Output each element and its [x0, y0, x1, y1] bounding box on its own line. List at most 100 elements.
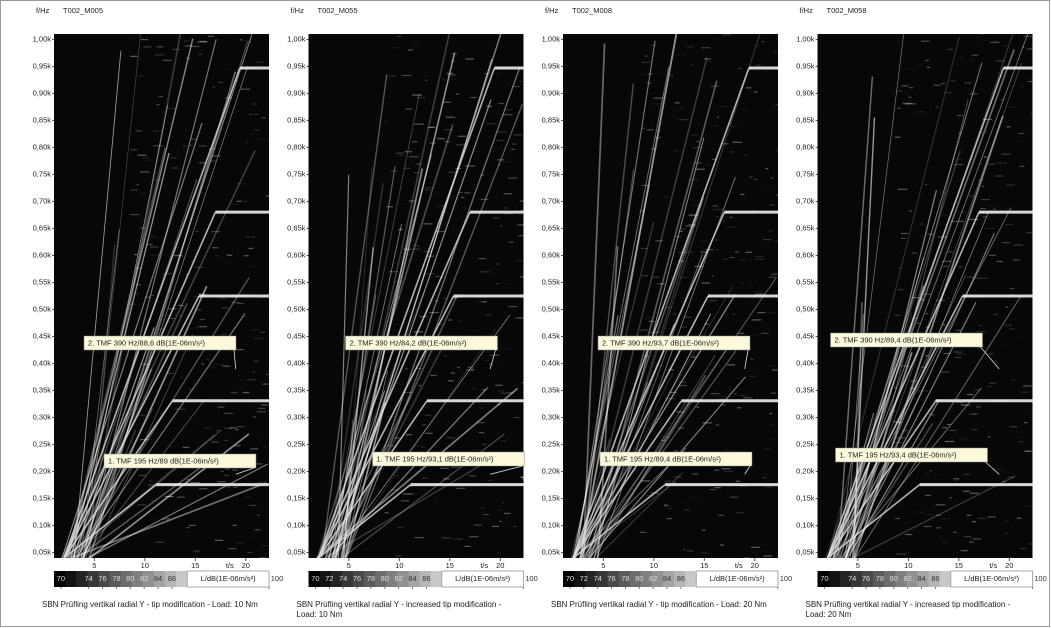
- noise: [954, 164, 964, 165]
- noise: [437, 206, 446, 207]
- noise: [516, 260, 523, 261]
- noise: [972, 521, 976, 522]
- noise: [391, 489, 399, 490]
- noise: [925, 514, 933, 515]
- noise: [260, 332, 265, 333]
- noise: [227, 255, 233, 256]
- noise: [1006, 307, 1009, 308]
- noise: [692, 497, 699, 498]
- noise: [414, 172, 419, 173]
- panel-title: T002_M005: [63, 6, 103, 15]
- colorbar-tick-label: 86: [677, 574, 685, 583]
- colorbar-tick-label: 70: [57, 574, 65, 583]
- noise: [451, 60, 455, 61]
- y-tick-label: 0,15k: [287, 494, 306, 503]
- noise: [448, 380, 454, 381]
- noise: [649, 321, 654, 322]
- noise: [659, 415, 663, 416]
- noise: [748, 302, 754, 303]
- noise: [409, 200, 415, 201]
- noise: [486, 314, 493, 315]
- noise: [1006, 184, 1014, 185]
- noise: [446, 117, 455, 118]
- noise: [513, 526, 518, 527]
- noise: [497, 404, 501, 405]
- noise: [956, 221, 965, 222]
- noise: [447, 437, 456, 438]
- noise: [941, 83, 945, 84]
- noise: [496, 510, 500, 511]
- noise: [1020, 548, 1026, 549]
- noise: [419, 316, 427, 317]
- noise: [422, 424, 426, 425]
- noise: [729, 151, 734, 152]
- noise: [479, 407, 484, 408]
- noise: [769, 230, 773, 231]
- noise: [405, 151, 412, 152]
- noise: [457, 321, 461, 322]
- figure: f/HzT002_M0051,00k0,95k0,90k0,85k0,80k0,…: [0, 0, 1051, 628]
- noise: [425, 273, 434, 274]
- colorbar-tick-label: 100: [271, 574, 284, 583]
- noise: [449, 554, 457, 555]
- noise: [972, 223, 977, 224]
- noise: [241, 89, 250, 90]
- noise: [145, 297, 151, 298]
- noise: [718, 515, 724, 516]
- y-tick-label: 0,55k: [796, 277, 815, 286]
- noise: [186, 527, 189, 528]
- noise: [193, 296, 198, 297]
- noise: [723, 471, 733, 472]
- noise: [694, 266, 703, 267]
- y-axis-label: f/Hz: [291, 6, 305, 15]
- noise: [687, 550, 694, 551]
- noise: [246, 142, 248, 143]
- noise: [901, 238, 906, 239]
- noise: [729, 124, 732, 125]
- noise: [486, 123, 496, 124]
- noise: [941, 542, 948, 543]
- noise: [766, 365, 776, 366]
- noise: [1019, 141, 1028, 142]
- noise: [983, 216, 987, 217]
- noise: [201, 364, 204, 365]
- panel-title: T002_M055: [318, 6, 358, 15]
- y-tick-label: 1,00k: [33, 34, 52, 43]
- noise: [425, 80, 428, 81]
- noise: [680, 108, 682, 109]
- noise: [387, 445, 395, 446]
- noise: [130, 214, 140, 215]
- noise: [988, 516, 996, 517]
- noise: [151, 255, 159, 256]
- noise: [469, 475, 476, 476]
- noise: [512, 86, 520, 87]
- colorbar-tick-label: 100: [1034, 574, 1047, 583]
- noise: [390, 430, 394, 431]
- noise: [395, 475, 399, 476]
- noise: [458, 529, 468, 530]
- noise: [172, 517, 174, 518]
- noise: [897, 267, 903, 268]
- noise: [895, 518, 900, 519]
- noise: [667, 518, 672, 519]
- noise: [249, 114, 259, 115]
- noise: [251, 329, 260, 330]
- noise: [909, 87, 913, 88]
- noise: [1022, 47, 1024, 48]
- noise: [689, 214, 699, 215]
- noise: [211, 231, 220, 232]
- y-tick-label: 0,25k: [796, 440, 815, 449]
- noise: [483, 518, 487, 519]
- y-tick-label: 0,70k: [796, 196, 815, 205]
- noise: [949, 497, 952, 498]
- noise: [730, 497, 738, 498]
- noise: [237, 426, 245, 427]
- y-tick-label: 0,25k: [33, 440, 52, 449]
- noise: [413, 248, 421, 249]
- noise: [251, 266, 256, 267]
- noise: [974, 296, 984, 297]
- noise: [1003, 344, 1006, 345]
- y-tick-label: 0,65k: [287, 223, 306, 232]
- noise: [424, 251, 433, 252]
- noise: [942, 261, 951, 262]
